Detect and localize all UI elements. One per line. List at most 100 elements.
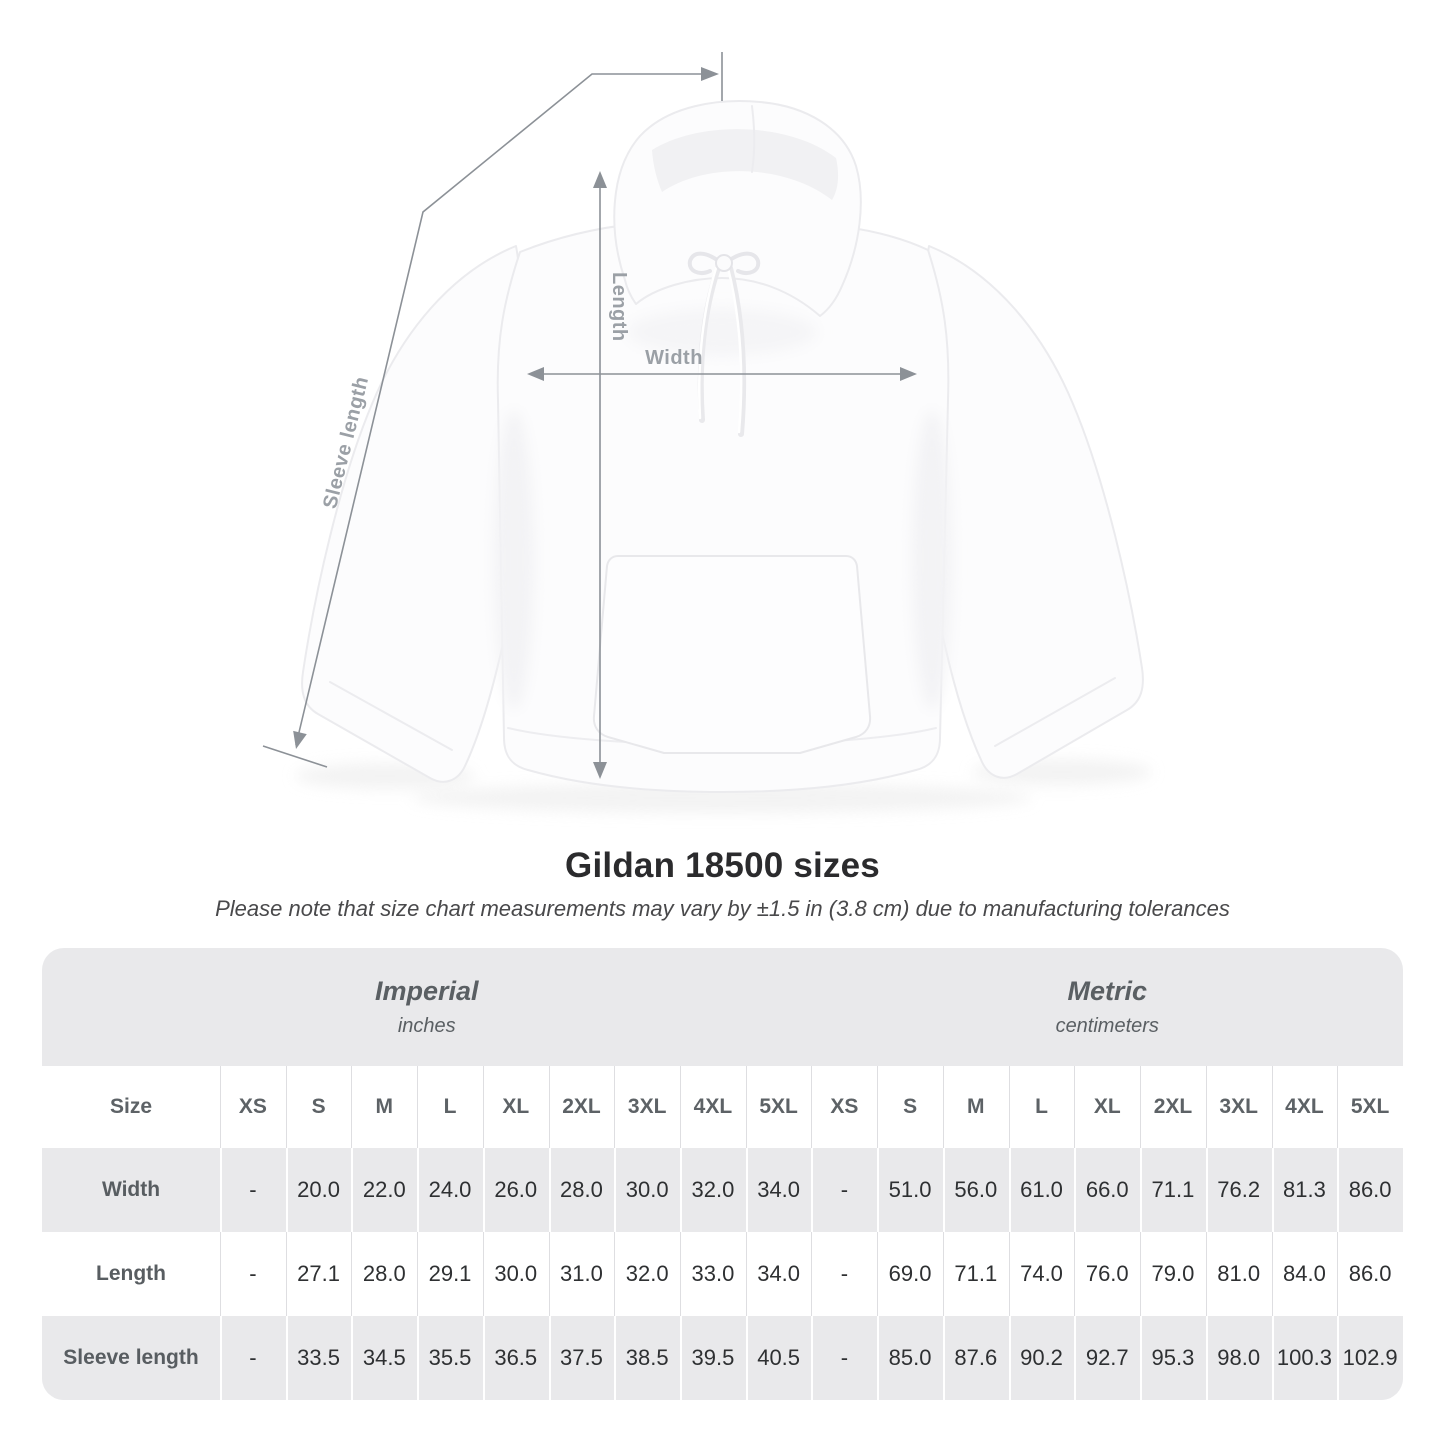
kangaroo-pocket [592,555,872,754]
length-arrow [593,171,607,779]
unit-system-label: Imperial [374,976,479,1006]
length-label: Length [608,272,630,342]
row-label: Width [101,1178,161,1201]
sleeve-length-arrow [262,52,723,768]
size-header-cell: L [1009,1066,1075,1148]
value-cell: - [220,1316,286,1400]
value-cell: 27.1 [286,1232,352,1316]
value-cell: 35.5 [417,1316,483,1400]
size-header-cell: S [877,1066,943,1148]
body-shading [494,308,952,710]
table-row-width: Width -20.0 22.0 24.0 26.0 28.0 30.0 32.0 34.0-… [42,1148,1403,1232]
value-cell: 34.0 [746,1232,812,1316]
value-cell: 85.0 [877,1316,943,1400]
value-cell: - [811,1148,877,1232]
right-cuff-seam [994,677,1116,747]
size-chart-title: Gildan 18500 sizes [565,846,880,885]
size-header-cell: 2XL [549,1066,615,1148]
size-header-cell: 4XL [680,1066,746,1148]
value-cell: 40.5 [746,1316,812,1400]
value-cell: 28.0 [351,1232,417,1316]
value-cell: 30.0 [614,1148,680,1232]
value-cell: 86.0 [1337,1148,1403,1232]
unit-name-label: centimeters [1055,1015,1159,1037]
value-cell: 31.0 [549,1232,615,1316]
row-label: Length [96,1262,166,1285]
size-header-cell: M [943,1066,1009,1148]
value-cell: 76.0 [1074,1232,1140,1316]
size-header-cell: 5XL [746,1066,812,1148]
value-cell: 87.6 [943,1316,1009,1400]
value-cell: 61.0 [1009,1148,1075,1232]
value-cell: 20.0 [286,1148,352,1232]
size-header-cell: L [417,1066,483,1148]
hoodie-illustration [301,100,1144,793]
left-cuff-seam [329,681,453,751]
value-cell: 69.0 [877,1232,943,1316]
value-cell: 22.0 [351,1148,417,1232]
value-cell: 28.0 [549,1148,615,1232]
row-label: Sleeve length [63,1346,199,1369]
value-cell: 81.0 [1206,1232,1272,1316]
value-cell: 98.0 [1206,1316,1272,1400]
value-cell: 34.0 [746,1148,812,1232]
value-cell: 102.9 [1337,1316,1403,1400]
size-chart-note: Please note that size chart measurements… [215,896,1230,921]
size-header-cell: S [286,1066,352,1148]
value-cell: 33.5 [286,1316,352,1400]
value-cell: 39.5 [680,1316,746,1400]
value-cell: 26.0 [483,1148,549,1232]
value-cell: 76.2 [1206,1148,1272,1232]
unit-name-label: inches [397,1015,456,1037]
value-cell: 71.1 [1140,1148,1206,1232]
left-sleeve [301,245,524,783]
value-cell: 34.5 [351,1316,417,1400]
value-cell: - [220,1232,286,1316]
value-cell: 92.7 [1074,1316,1140,1400]
value-cell: 81.3 [1272,1148,1338,1232]
size-header-cell: XS [220,1066,286,1148]
size-header-cell: 5XL [1337,1066,1403,1148]
size-col-header: Size [109,1095,153,1118]
size-header-cell: XL [483,1066,549,1148]
hood-seam [751,105,756,173]
value-cell: 30.0 [483,1232,549,1316]
size-header-cell: 3XL [614,1066,680,1148]
value-cell: 51.0 [877,1148,943,1232]
width-arrow [527,367,917,381]
right-sleeve [923,245,1144,779]
value-cell: - [811,1316,877,1400]
value-cell: 29.1 [417,1232,483,1316]
value-cell: 56.0 [943,1148,1009,1232]
value-cell: 33.0 [680,1232,746,1316]
value-cell: 38.5 [614,1316,680,1400]
size-header-cell: 2XL [1140,1066,1206,1148]
size-header-cell: XS [811,1066,877,1148]
width-label: Width [645,347,703,369]
hood-opening-shade [652,129,839,200]
size-header-cell: XL [1074,1066,1140,1148]
sizes-header-row: Size XS S M L XL 2XL 3XL 4XL 5XL XS S M L XL 2XL 3XL 4XL… [42,1066,1403,1148]
value-cell: 86.0 [1337,1232,1403,1316]
hoodie-measurement-figure: Length Width Sleeve length [262,52,1152,813]
unit-header-row: Imperial inches Metric centimeters [42,948,1403,1066]
value-cell: 90.2 [1009,1316,1075,1400]
value-cell: 32.0 [680,1148,746,1232]
unit-system-label: Metric [1067,976,1148,1006]
size-table-card: Imperial inches Metric centimeters Size … [42,948,1403,1400]
value-cell: 32.0 [614,1232,680,1316]
value-cell: - [220,1148,286,1232]
value-cell: 66.0 [1074,1148,1140,1232]
value-cell: 71.1 [943,1232,1009,1316]
size-header-cell: 3XL [1206,1066,1272,1148]
value-cell: 84.0 [1272,1232,1338,1316]
table-row-length: Length -27.1 28.0 29.1 30.0 31.0 32.0 33.0 34.0… [42,1232,1403,1316]
value-cell: 74.0 [1009,1232,1075,1316]
value-cell: 37.5 [549,1316,615,1400]
value-cell: 24.0 [417,1148,483,1232]
size-header-cell: 4XL [1272,1066,1338,1148]
size-header-cell: M [351,1066,417,1148]
value-cell: - [811,1232,877,1316]
value-cell: 95.3 [1140,1316,1206,1400]
